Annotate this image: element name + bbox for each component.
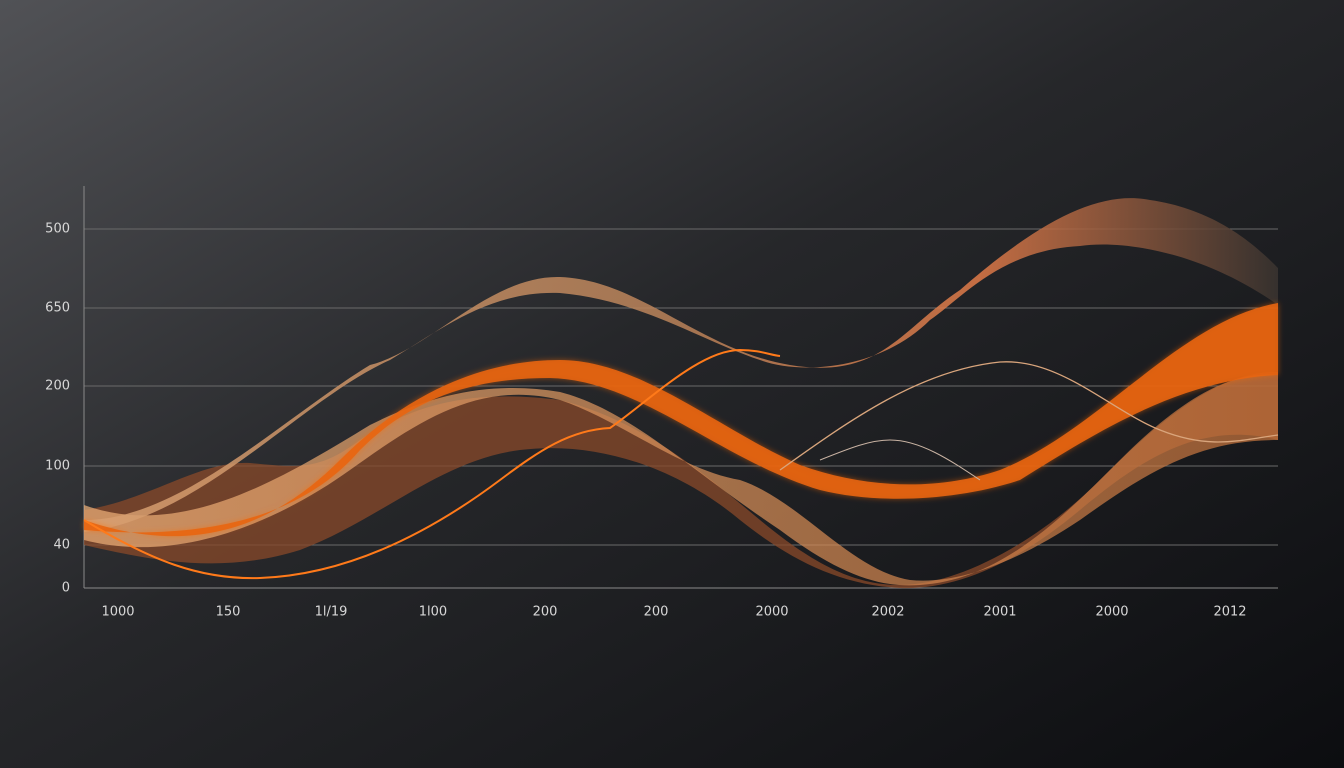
tan-ribbon: [84, 198, 1278, 532]
y-tick-label: 650: [45, 301, 70, 316]
x-tick-label: 200: [533, 605, 558, 620]
y-tick-label: 500: [45, 222, 70, 237]
x-tick-label: 2012: [1213, 605, 1246, 620]
x-tick-label: 200: [644, 605, 669, 620]
y-tick-label: 200: [45, 379, 70, 394]
x-tick-label: 150: [216, 605, 241, 620]
brown-ribbon: [84, 371, 1278, 589]
x-tick-label: 1l00: [419, 605, 447, 620]
x-tick-label: 2001: [983, 605, 1016, 620]
x-tick-label: 1l/19: [315, 605, 348, 620]
orange-line: [83, 348, 781, 580]
x-tick-label: 2002: [871, 605, 904, 620]
x-tick-label: 2000: [1095, 605, 1128, 620]
orange-ribbon: [84, 303, 1278, 537]
thin-line: [819, 439, 981, 481]
y-tick-label: 100: [45, 459, 70, 474]
y-tick-label: 40: [53, 538, 70, 553]
y-tick-label: 0: [62, 581, 70, 596]
waves: [83, 198, 1279, 589]
x-tick-label: 2000: [755, 605, 788, 620]
axis-labels: 500 650 200 100 40 0 1000 150 1l/19 1l00 200 200 200…: [45, 222, 1246, 620]
thin-line: [779, 361, 1279, 471]
x-tick-label: 1000: [101, 605, 134, 620]
